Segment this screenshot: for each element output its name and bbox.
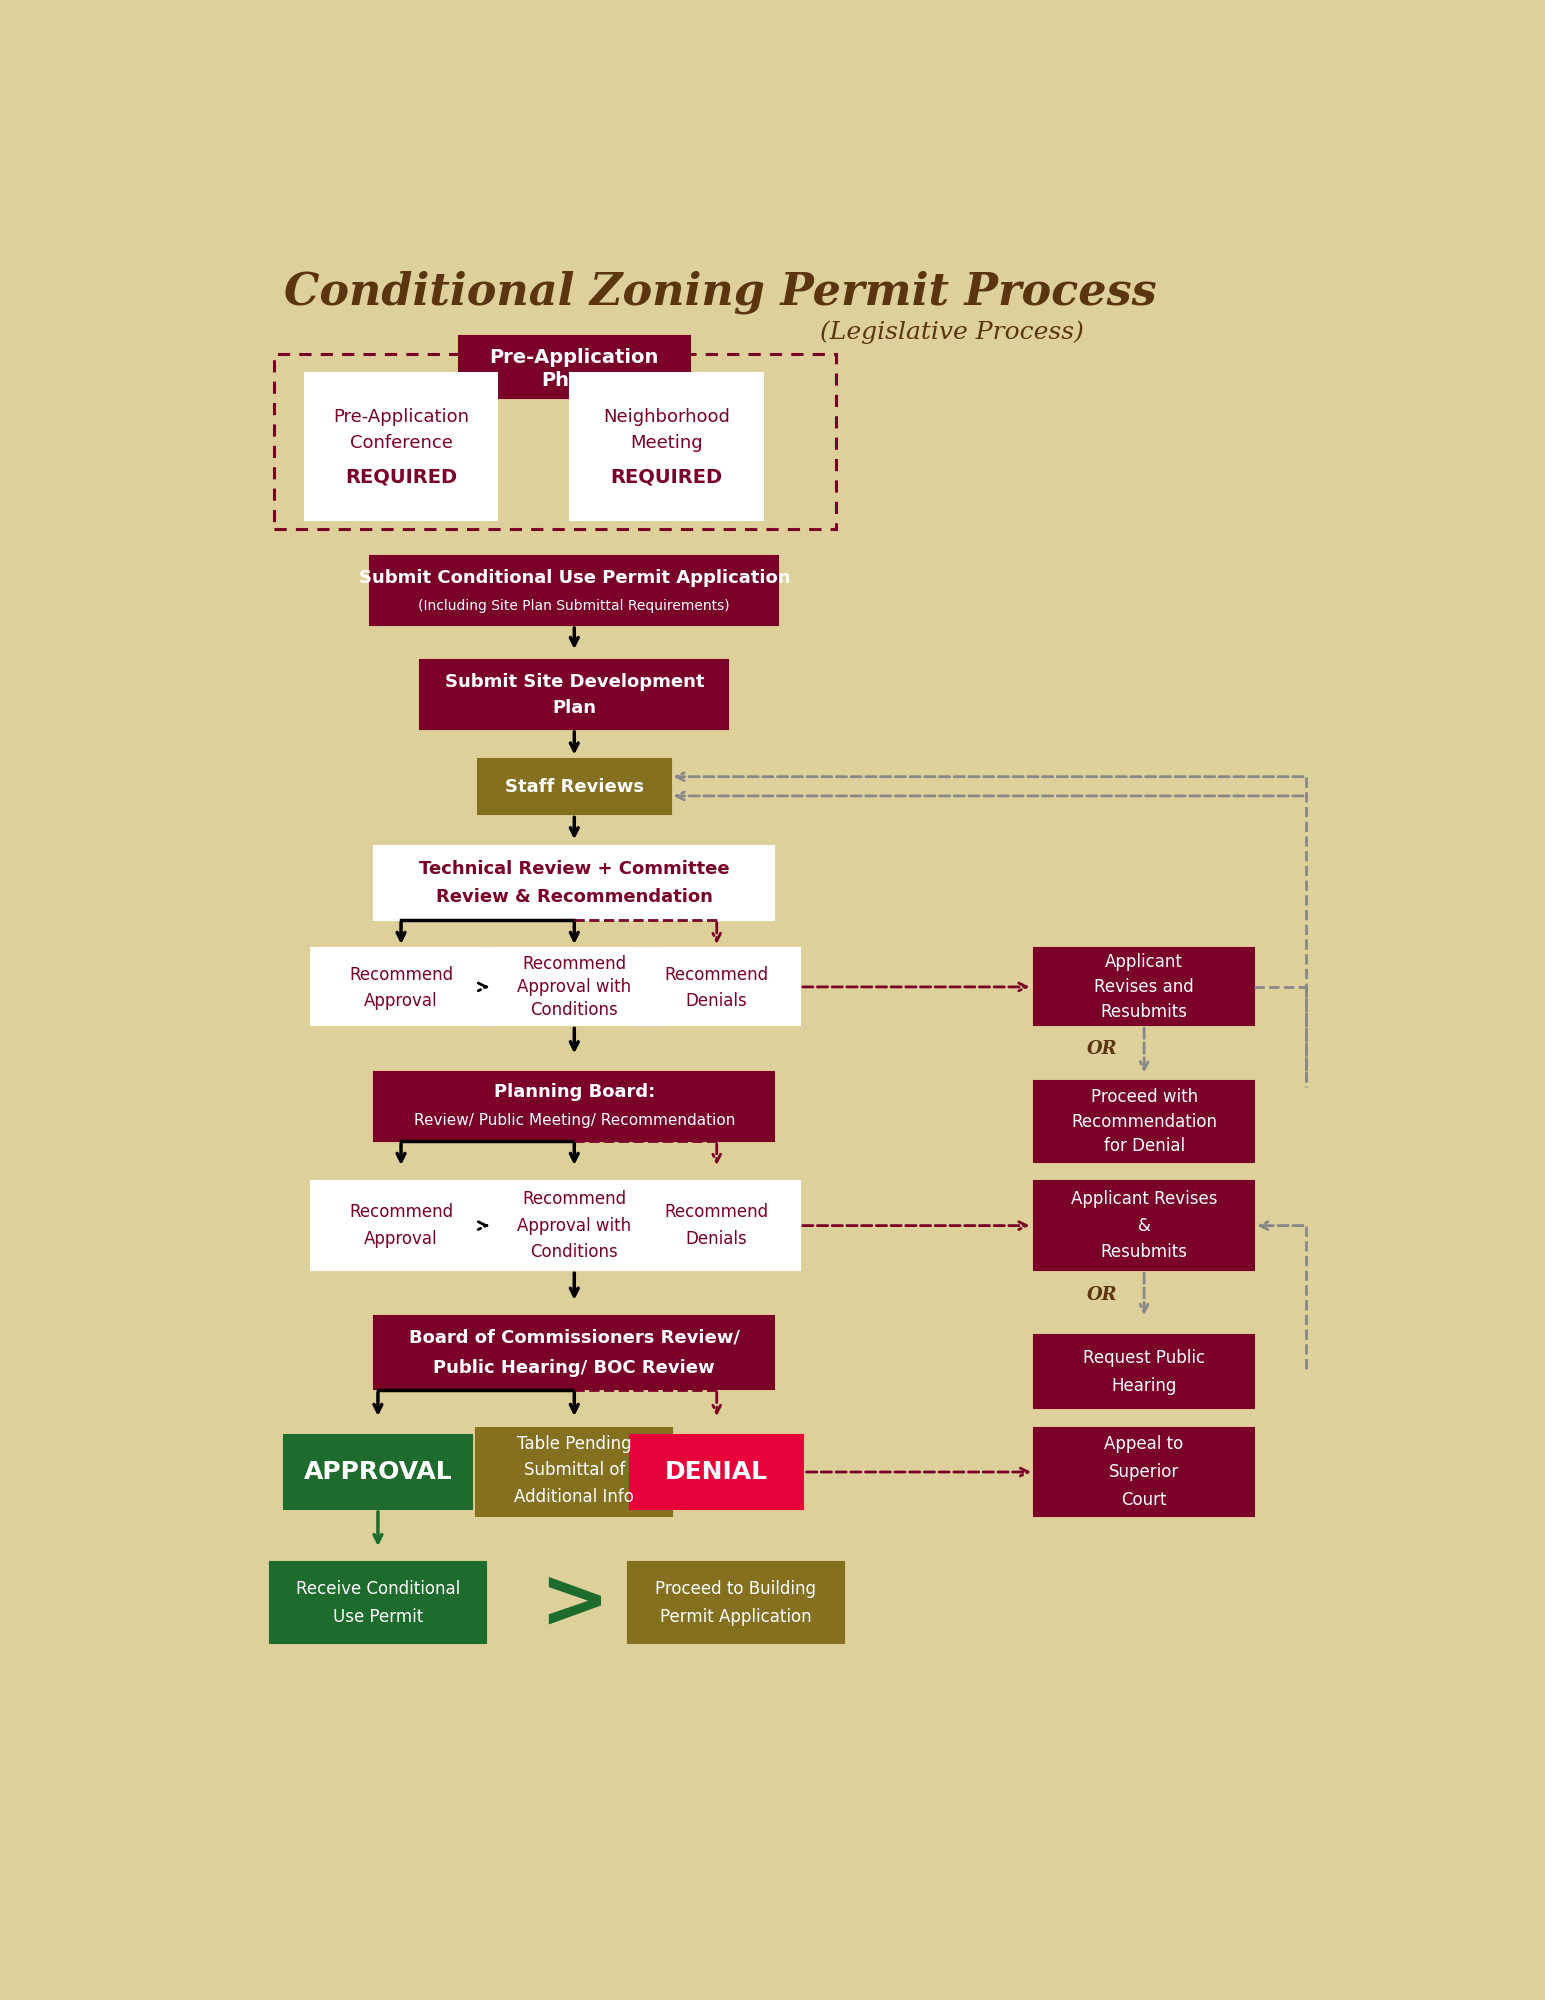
Text: Permit Application: Permit Application bbox=[660, 1608, 811, 1626]
Text: Recommend: Recommend bbox=[349, 966, 453, 984]
Text: Denials: Denials bbox=[686, 1230, 748, 1248]
Text: APPROVAL: APPROVAL bbox=[304, 1460, 453, 1484]
Bar bbox=[374, 1072, 774, 1140]
Text: Hearing: Hearing bbox=[1111, 1376, 1177, 1394]
Bar bbox=[570, 374, 763, 520]
Text: Review & Recommendation: Review & Recommendation bbox=[436, 888, 712, 906]
Text: Pre-Application: Pre-Application bbox=[490, 348, 660, 368]
Text: Recommend: Recommend bbox=[522, 954, 626, 972]
Bar bbox=[1034, 1428, 1255, 1516]
Text: Proceed with: Proceed with bbox=[1091, 1088, 1197, 1106]
Text: Appeal to: Appeal to bbox=[1105, 1436, 1183, 1454]
Text: Submit Site Development: Submit Site Development bbox=[445, 672, 705, 690]
Text: Approval with: Approval with bbox=[518, 978, 632, 996]
Text: Denials: Denials bbox=[686, 992, 748, 1010]
Bar bbox=[304, 374, 497, 520]
Text: (Including Site Plan Submittal Requirements): (Including Site Plan Submittal Requireme… bbox=[419, 598, 731, 612]
Text: Resubmits: Resubmits bbox=[1100, 1002, 1188, 1020]
Bar bbox=[459, 336, 689, 398]
Text: Submittal of: Submittal of bbox=[524, 1460, 626, 1478]
Text: Approval with: Approval with bbox=[518, 1216, 632, 1234]
Text: Recommendation: Recommendation bbox=[1071, 1112, 1217, 1130]
Text: for Denial: for Denial bbox=[1103, 1138, 1185, 1156]
Text: &: & bbox=[1137, 1216, 1151, 1234]
Bar bbox=[420, 660, 728, 728]
Text: Use Permit: Use Permit bbox=[332, 1608, 423, 1626]
Text: Phase: Phase bbox=[541, 372, 607, 390]
Text: Plan: Plan bbox=[552, 700, 596, 718]
Text: Table Pending: Table Pending bbox=[518, 1436, 632, 1454]
Bar bbox=[633, 1182, 799, 1270]
Text: Applicant: Applicant bbox=[1105, 954, 1183, 972]
Bar bbox=[1034, 1336, 1255, 1408]
Text: Public Hearing/ BOC Review: Public Hearing/ BOC Review bbox=[434, 1360, 715, 1378]
Bar bbox=[477, 758, 671, 814]
Text: Request Public: Request Public bbox=[1083, 1350, 1205, 1368]
Bar bbox=[484, 948, 664, 1026]
Text: Applicant Revises: Applicant Revises bbox=[1071, 1190, 1217, 1208]
Bar bbox=[629, 1562, 844, 1644]
Text: Neighborhood: Neighborhood bbox=[603, 408, 731, 426]
Bar bbox=[484, 1182, 664, 1270]
Text: Superior: Superior bbox=[1109, 1464, 1179, 1480]
Text: Recommend: Recommend bbox=[522, 1190, 626, 1208]
Bar bbox=[284, 1436, 473, 1508]
Text: Submit Conditional Use Permit Application: Submit Conditional Use Permit Applicatio… bbox=[358, 570, 789, 588]
Bar bbox=[476, 1428, 672, 1516]
Text: Proceed to Building: Proceed to Building bbox=[655, 1580, 816, 1598]
Text: Meeting: Meeting bbox=[630, 434, 703, 452]
Bar bbox=[630, 1436, 803, 1508]
Text: Additional Info: Additional Info bbox=[514, 1488, 635, 1506]
Text: Planning Board:: Planning Board: bbox=[494, 1084, 655, 1102]
Text: Review/ Public Meeting/ Recommendation: Review/ Public Meeting/ Recommendation bbox=[414, 1112, 735, 1128]
Text: (Legislative Process): (Legislative Process) bbox=[820, 320, 1083, 344]
Bar bbox=[311, 1182, 491, 1270]
Text: Receive Conditional: Receive Conditional bbox=[295, 1580, 460, 1598]
Text: Conference: Conference bbox=[349, 434, 453, 452]
Text: >: > bbox=[539, 1562, 609, 1644]
Text: Pre-Application: Pre-Application bbox=[334, 408, 470, 426]
Bar bbox=[311, 948, 491, 1026]
Text: Approval: Approval bbox=[365, 1230, 437, 1248]
Text: OR: OR bbox=[1086, 1286, 1117, 1304]
Bar bbox=[1034, 1182, 1255, 1270]
Text: Approval: Approval bbox=[365, 992, 437, 1010]
Text: Conditional Zoning Permit Process: Conditional Zoning Permit Process bbox=[284, 270, 1157, 314]
Text: Conditions: Conditions bbox=[530, 1000, 618, 1020]
Text: REQUIRED: REQUIRED bbox=[345, 468, 457, 486]
Text: Conditions: Conditions bbox=[530, 1242, 618, 1260]
Bar bbox=[374, 846, 774, 920]
Text: Recommend: Recommend bbox=[664, 1202, 769, 1220]
Bar bbox=[374, 1316, 774, 1390]
Text: Recommend: Recommend bbox=[664, 966, 769, 984]
Text: DENIAL: DENIAL bbox=[666, 1460, 768, 1484]
Text: Court: Court bbox=[1122, 1490, 1166, 1508]
Bar bbox=[371, 556, 779, 624]
Text: Recommend: Recommend bbox=[349, 1202, 453, 1220]
Bar bbox=[1034, 948, 1255, 1026]
Bar bbox=[270, 1562, 485, 1644]
Bar bbox=[273, 354, 836, 528]
Bar bbox=[1034, 1082, 1255, 1162]
Text: Technical Review + Committee: Technical Review + Committee bbox=[419, 860, 729, 878]
Text: REQUIRED: REQUIRED bbox=[610, 468, 723, 486]
Text: Resubmits: Resubmits bbox=[1100, 1242, 1188, 1260]
Text: OR: OR bbox=[1086, 1040, 1117, 1058]
Text: Revises and: Revises and bbox=[1094, 978, 1194, 996]
Text: Staff Reviews: Staff Reviews bbox=[505, 778, 644, 796]
Bar bbox=[633, 948, 799, 1026]
Text: Board of Commissioners Review/: Board of Commissioners Review/ bbox=[409, 1328, 740, 1346]
